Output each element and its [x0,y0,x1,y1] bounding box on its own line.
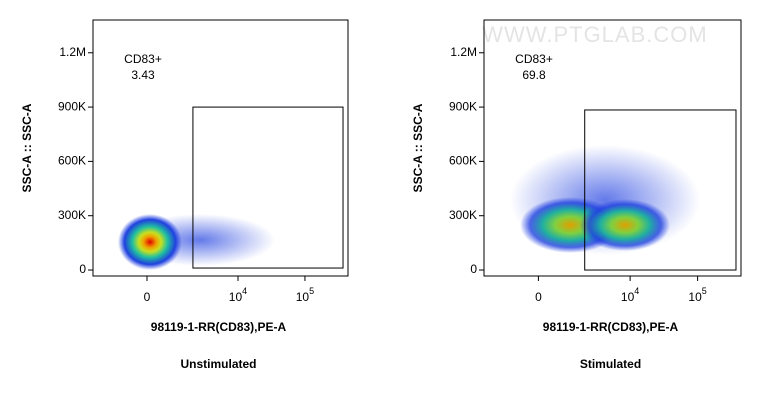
gate-percent: 3.43 [131,68,155,82]
gate-name: CD83+ [124,52,162,66]
x-tick-label: 105 [296,286,314,304]
y-tick-label: 300K [58,208,86,222]
x-tick-base: 10 [296,290,310,304]
x-tick-exponent: 4 [634,286,639,296]
y-tick-label: 1.2M [450,45,477,59]
x-tick-label: 0 [144,290,151,304]
watermark: WWW.PTGLAB.COM [482,22,707,47]
caption: Unstimulated [180,357,256,371]
y-tick-label: 900K [449,99,477,113]
x-tick-base: 10 [688,290,702,304]
density-cloud [118,145,700,270]
plot-frame [92,19,349,277]
gate [192,106,344,269]
caption: Stimulated [580,357,641,371]
plot-frame [483,19,742,277]
y-tick-label: 600K [58,154,86,168]
x-axis-label: 98119-1-RR(CD83),PE-A [151,320,287,334]
gate-percent: 69.8 [522,68,546,82]
x-axis-label: 98119-1-RR(CD83),PE-A [543,320,679,334]
y-axis-label: SSC-A :: SSC-A [20,103,34,192]
x-tick-exponent: 4 [242,286,247,296]
y-tick-label: 0 [79,262,86,276]
x-tick-base: 10 [621,290,635,304]
y-tick-label: 900K [58,99,86,113]
y-tick-label: 0 [470,262,477,276]
y-tick-label: 300K [449,208,477,222]
x-tick-label: 0 [535,290,542,304]
y-axis-label: SSC-A :: SSC-A [411,103,425,192]
x-tick-exponent: 5 [309,286,314,296]
gate [584,109,737,271]
x-tick-label: 104 [229,286,247,304]
y-tick-label: 600K [449,154,477,168]
x-tick-label: 105 [688,286,706,304]
x-tick-exponent: 5 [702,286,707,296]
x-tick-label: 104 [621,286,639,304]
gate-name: CD83+ [515,52,553,66]
y-tick-label: 1.2M [59,45,86,59]
x-tick-base: 10 [229,290,243,304]
